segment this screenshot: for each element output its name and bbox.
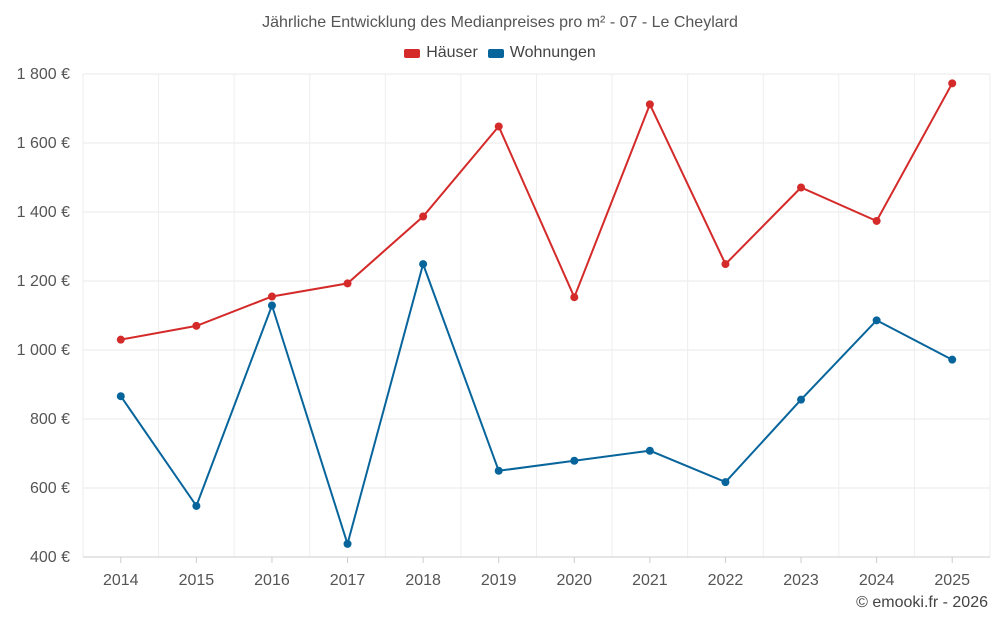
data-point-haeuser [570, 293, 579, 302]
data-point-haeuser [797, 183, 806, 192]
data-point-wohnungen [721, 478, 730, 487]
data-point-wohnungen [116, 392, 125, 401]
legend-label-haeuser: Häuser [426, 44, 478, 61]
chart-title: Jährliche Entwicklung des Medianpreises … [262, 14, 738, 31]
series-line-wohnungen [119, 260, 953, 548]
data-point-wohnungen [948, 355, 957, 364]
y-tick-label: 1 000 € [17, 342, 70, 359]
x-tick-label: 2025 [934, 572, 970, 589]
data-point-wohnungen [645, 446, 654, 455]
data-point-wohnungen [797, 395, 806, 404]
x-tick-label: 2024 [859, 572, 895, 589]
data-point-haeuser [419, 212, 428, 221]
data-point-haeuser [494, 122, 503, 131]
legend-label-wohnungen: Wohnungen [509, 44, 596, 61]
x-tick-label: 2023 [783, 572, 819, 589]
y-tick-label: 600 € [30, 480, 70, 497]
legend-item-wohnungen[interactable]: Wohnungen [487, 44, 596, 62]
data-point-wohnungen [872, 316, 881, 325]
x-tick-label: 2022 [708, 572, 744, 589]
data-point-wohnungen [494, 466, 503, 475]
data-point-wohnungen [419, 260, 428, 269]
y-tick-label: 1 400 € [17, 204, 70, 221]
y-tick-label: 800 € [30, 411, 70, 428]
series-line-haeuser [120, 82, 954, 341]
data-point-haeuser [343, 279, 352, 288]
data-point-wohnungen [570, 456, 579, 465]
data-point-haeuser [872, 216, 881, 225]
y-tick-label: 1 600 € [17, 135, 70, 152]
data-point-wohnungen [343, 539, 352, 548]
legend-swatch-wohnungen [487, 48, 504, 58]
copyright-footer: © emooki.fr - 2026 [856, 594, 988, 611]
data-point-haeuser [721, 260, 730, 269]
legend-swatch-haeuser [404, 48, 421, 58]
data-point-wohnungen [267, 301, 276, 310]
x-tick-label: 2019 [481, 572, 517, 589]
data-point-haeuser [116, 335, 125, 344]
y-tick-label: 1 800 € [17, 66, 70, 83]
data-point-haeuser [267, 292, 276, 301]
x-tick-label: 2015 [179, 572, 215, 589]
data-point-haeuser [948, 79, 957, 88]
data-point-haeuser [645, 100, 654, 109]
x-tick-label: 2014 [103, 572, 139, 589]
legend-item-haeuser[interactable]: Häuser [404, 44, 478, 62]
data-point-haeuser [192, 321, 201, 330]
y-tick-label: 400 € [30, 549, 70, 566]
y-tick-label: 1 200 € [17, 273, 70, 290]
x-tick-label: 2016 [254, 572, 290, 589]
x-tick-label: 2018 [405, 572, 441, 589]
data-point-wohnungen [192, 501, 201, 510]
x-tick-label: 2017 [330, 572, 366, 589]
x-tick-label: 2020 [556, 572, 592, 589]
legend: Häuser Wohnungen [0, 44, 1000, 62]
x-tick-label: 2021 [632, 572, 668, 589]
